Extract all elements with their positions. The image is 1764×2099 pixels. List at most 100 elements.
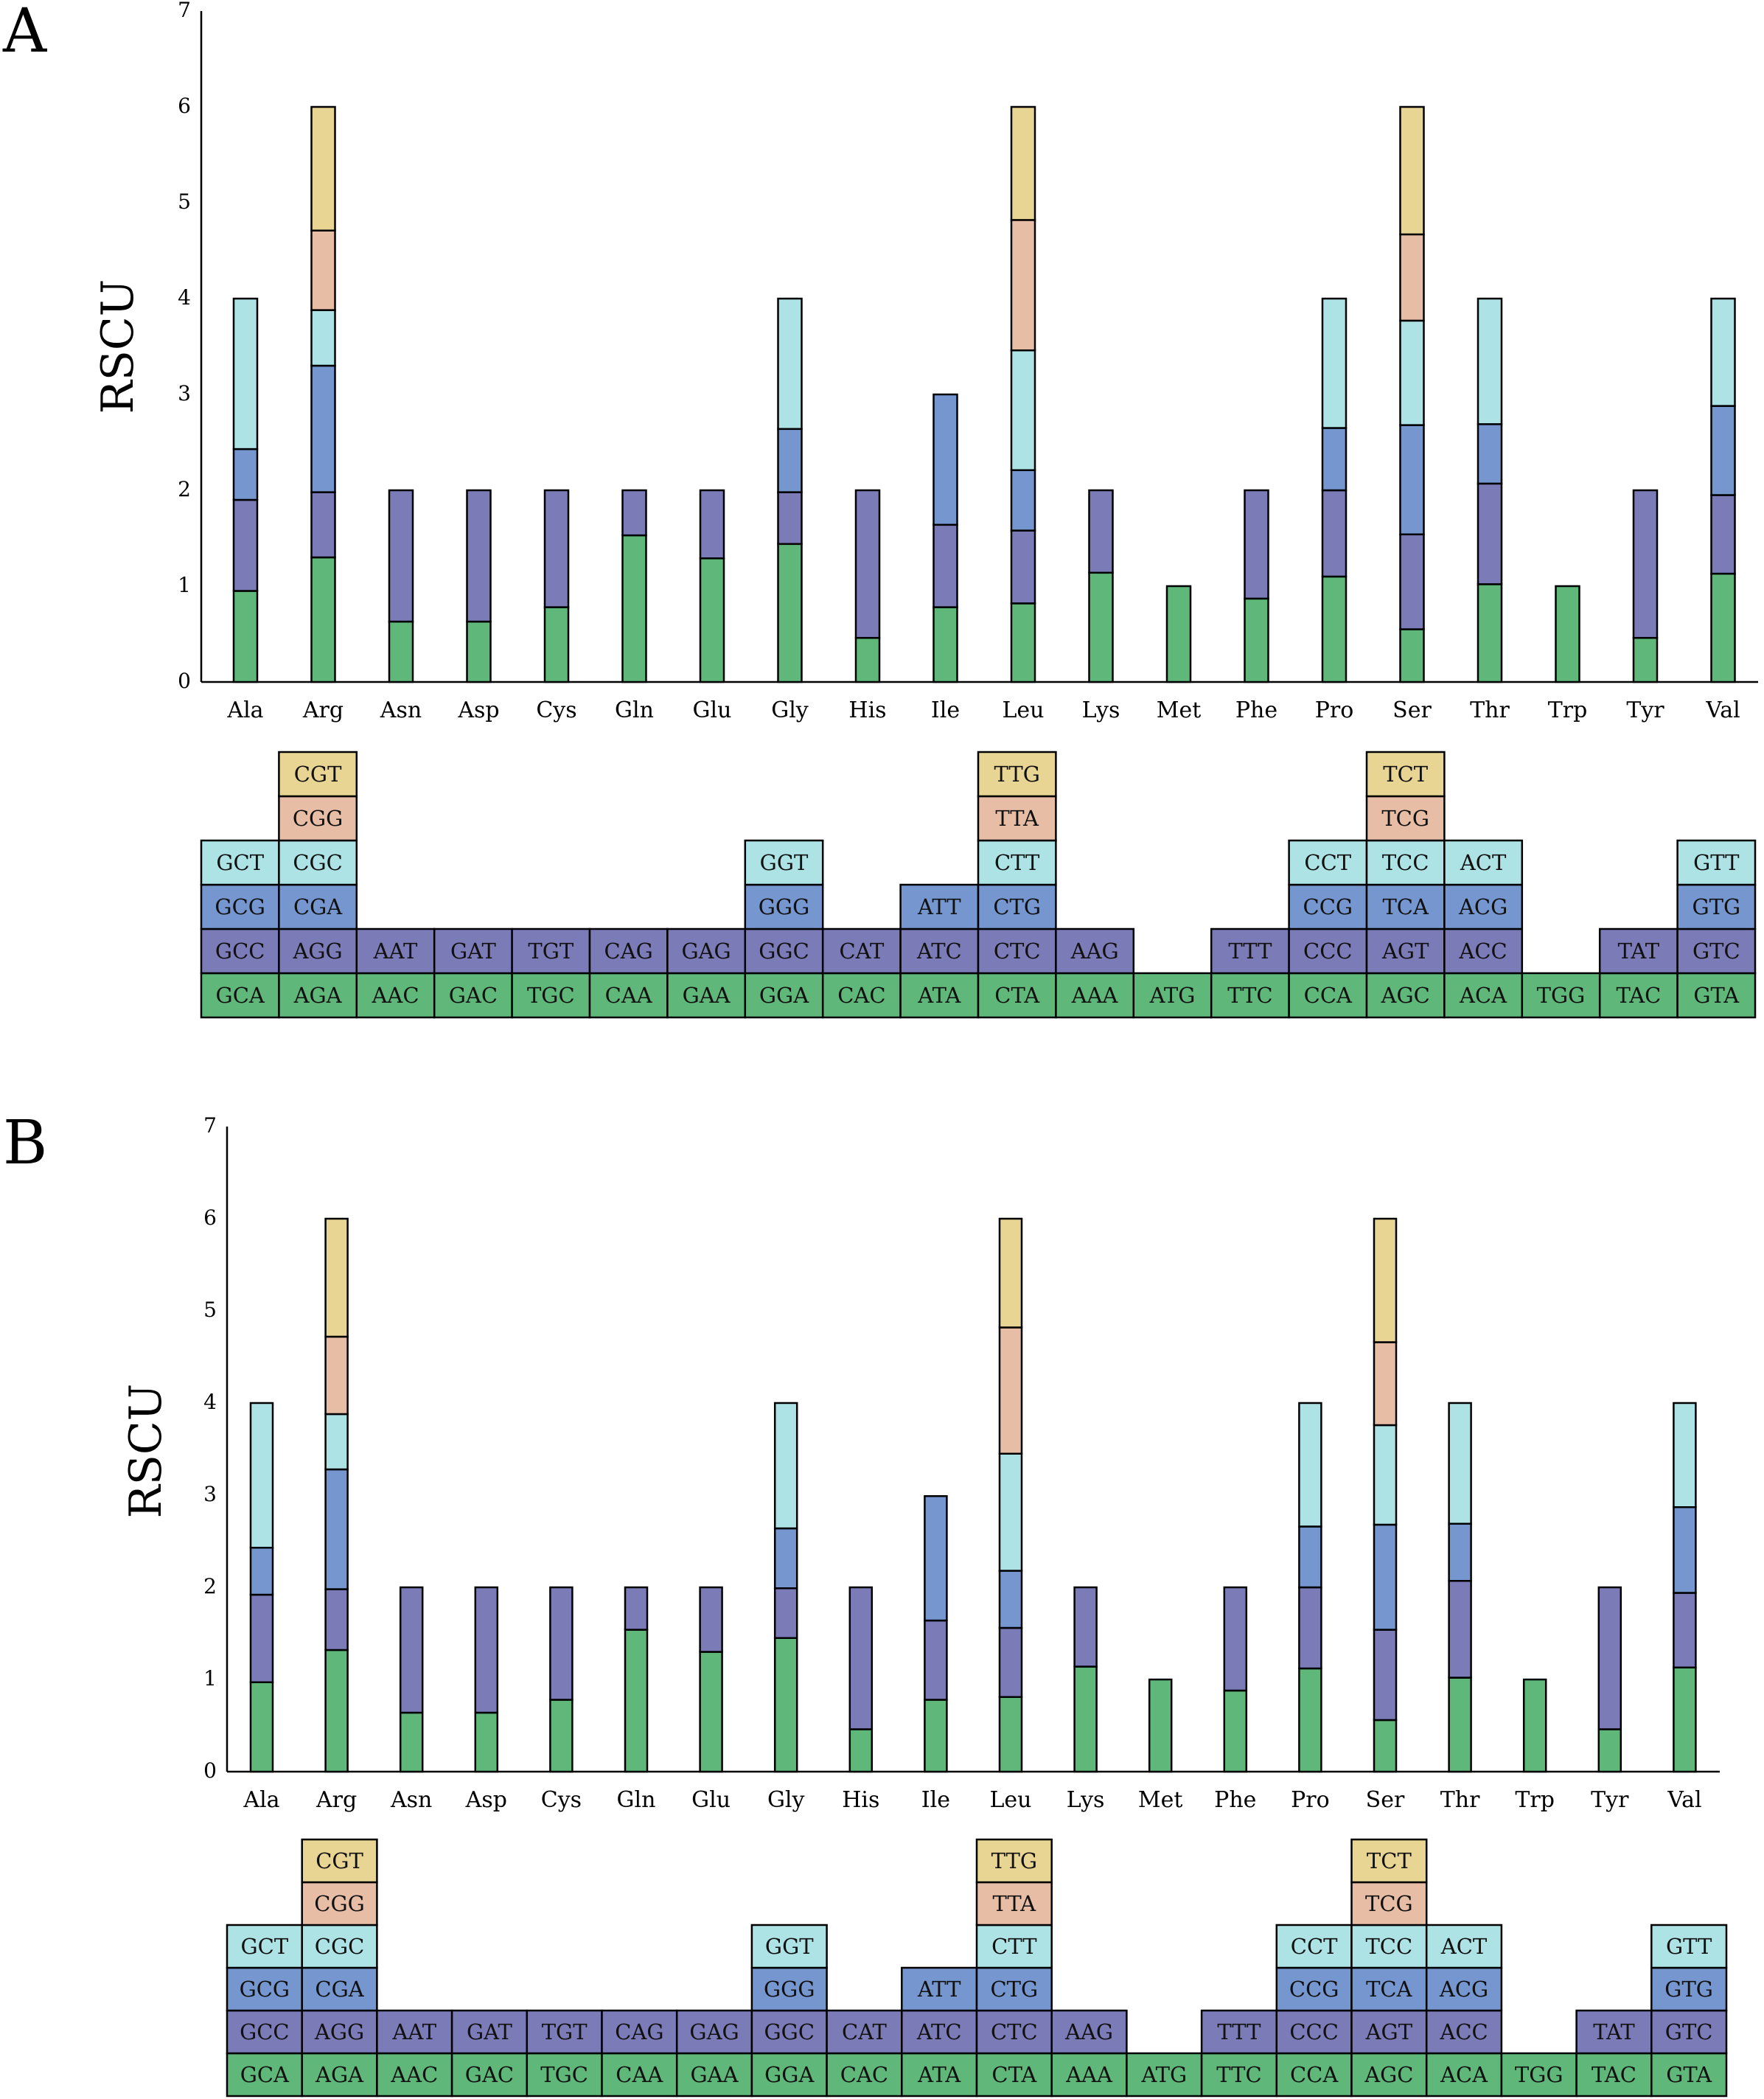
bar-segment-pro-3 <box>1321 427 1348 492</box>
codon-cell <box>975 1881 1053 1926</box>
bar-segment-thr-3 <box>1477 423 1503 485</box>
codon-label-tgc: TGC <box>527 983 575 1008</box>
bar-segment-thr-1 <box>1448 1677 1472 1773</box>
codon-label-ggc: GGC <box>764 2019 815 2044</box>
y-tick-label: 7 <box>203 1113 217 1138</box>
bar-segment-ser-2 <box>1399 533 1425 630</box>
bar-segment-ser-6 <box>1399 105 1425 236</box>
bar-segment-tyr-2 <box>1597 1586 1622 1730</box>
codon-cell <box>355 972 436 1019</box>
bar-segment-gly-4 <box>773 1402 798 1530</box>
bar-segment-gly-2 <box>777 491 803 546</box>
codon-label-ttt: TTT <box>1217 2019 1261 2044</box>
codon-label-tca: TCA <box>1366 1977 1413 2002</box>
bar-segment-asp-1 <box>474 1711 499 1773</box>
bar-segment-arg-4 <box>310 309 336 367</box>
bar-segment-leu-1 <box>1010 602 1036 683</box>
bar-segment-gly-3 <box>773 1527 798 1590</box>
y-tick-label: 2 <box>203 1574 217 1598</box>
codon-label-gtc: GTC <box>1692 939 1740 964</box>
bar-segment-lys-1 <box>1088 571 1114 683</box>
codon-label-aac: AAC <box>371 983 419 1008</box>
codon-label-tgc: TGC <box>540 2062 588 2087</box>
bar-segment-glu-1 <box>699 557 725 683</box>
y-tick-label: 6 <box>203 1205 217 1230</box>
codon-label-ggt: GGT <box>760 850 809 875</box>
codon-label-ccc: CCC <box>1289 2019 1339 2044</box>
x-tick-label-ser: Ser <box>1392 697 1432 723</box>
bar-segment-ala-4 <box>232 297 259 450</box>
bar-segment-pro-1 <box>1321 575 1348 683</box>
x-tick-label-trp: Trp <box>1548 697 1588 723</box>
bar-segment-arg-6 <box>310 105 336 232</box>
codon-cell <box>1050 2052 1128 2098</box>
bar-segment-glu-1 <box>699 1651 723 1773</box>
codon-cell <box>1575 2052 1653 2098</box>
codon-cell <box>1443 839 1524 886</box>
codon-cell <box>601 2009 678 2055</box>
codon-cell <box>1650 1924 1728 1969</box>
codon-cell <box>278 795 358 842</box>
bar-segment-val-3 <box>1710 405 1736 496</box>
codon-label-acc: ACC <box>1458 939 1507 964</box>
bar-segment-ile-1 <box>932 606 958 683</box>
bar-segment-phe-1 <box>1223 1689 1248 1773</box>
codon-label-gga: GGA <box>764 2062 815 2087</box>
bar-segment-leu-1 <box>998 1696 1023 1773</box>
bar-segment-leu-6 <box>998 1217 1023 1329</box>
codon-label-cga: CGA <box>315 1977 364 2002</box>
x-tick-label-leu: Leu <box>1003 697 1045 723</box>
bar-segment-ile-1 <box>924 1699 948 1773</box>
codon-label-ctc: CTC <box>991 2019 1038 2044</box>
codon-label-aag: AAG <box>1064 2019 1113 2044</box>
bar-segment-arg-1 <box>324 1649 349 1773</box>
codon-label-cgc: CGC <box>315 1934 365 1959</box>
y-tick-label: 6 <box>178 94 191 118</box>
codon-cell <box>1650 2052 1728 2098</box>
codon-label-gtg: GTG <box>1692 894 1740 919</box>
codon-cell <box>301 2052 378 2098</box>
bar-segment-ser-4 <box>1373 1424 1398 1526</box>
codon-label-act: ACT <box>1460 850 1507 875</box>
codon-label-aat: AAT <box>373 939 418 964</box>
codon-cell <box>975 2009 1053 2055</box>
bar-segment-ser-1 <box>1399 628 1425 683</box>
codon-cell <box>1676 883 1757 930</box>
codon-label-acg: ACG <box>1439 1977 1488 2002</box>
codon-cell <box>977 751 1057 798</box>
codon-cell <box>1676 927 1757 975</box>
bar-segment-asn-2 <box>388 489 414 623</box>
x-tick-label-lys: Lys <box>1067 1787 1105 1813</box>
panel-a: A RSCU 0 1 2 3 4 5 6 7 Ala Arg Asn Asp Cys Gln Glu Gly His… <box>2 0 1758 1019</box>
x-tick-label-tyr: Tyr <box>1591 1787 1629 1813</box>
codon-label-gca: GCA <box>240 2062 290 2087</box>
y-tick-label: 1 <box>203 1666 217 1691</box>
codon-cell <box>977 883 1057 930</box>
bar-segment-asn-2 <box>399 1586 424 1714</box>
codon-label-cac: CAC <box>840 2062 888 2087</box>
bar-segment-gln-1 <box>624 1629 649 1773</box>
bar-segment-arg-3 <box>324 1468 349 1590</box>
codon-cell <box>1288 972 1368 1019</box>
codon-label-cag: CAG <box>615 2019 663 2044</box>
bar-segment-cys-2 <box>543 489 570 608</box>
codon-cell <box>750 1966 828 2012</box>
bar-segment-tyr-2 <box>1632 489 1659 639</box>
codon-label-agt: AGT <box>1365 2019 1413 2044</box>
codon-cell <box>588 972 669 1019</box>
bar-segment-leu-3 <box>998 1570 1023 1629</box>
bar-segment-tyr-1 <box>1597 1728 1622 1773</box>
codon-label-aca: ACA <box>1459 983 1507 1008</box>
codon-label-agt: AGT <box>1381 939 1429 964</box>
panel-label: B <box>3 1108 47 1178</box>
codon-cell <box>1275 2052 1353 2098</box>
bar-segment-thr-4 <box>1477 297 1503 425</box>
codon-cell <box>975 1966 1053 2012</box>
codon-label-acg: ACG <box>1458 894 1507 919</box>
codon-cell <box>1425 1924 1503 1969</box>
codon-label-gat: GAT <box>467 2019 513 2044</box>
bar-segment-pro-1 <box>1298 1667 1322 1773</box>
bar-segment-ser-6 <box>1373 1217 1398 1343</box>
codon-cell <box>744 839 824 886</box>
bar-segment-glu-2 <box>699 489 725 560</box>
